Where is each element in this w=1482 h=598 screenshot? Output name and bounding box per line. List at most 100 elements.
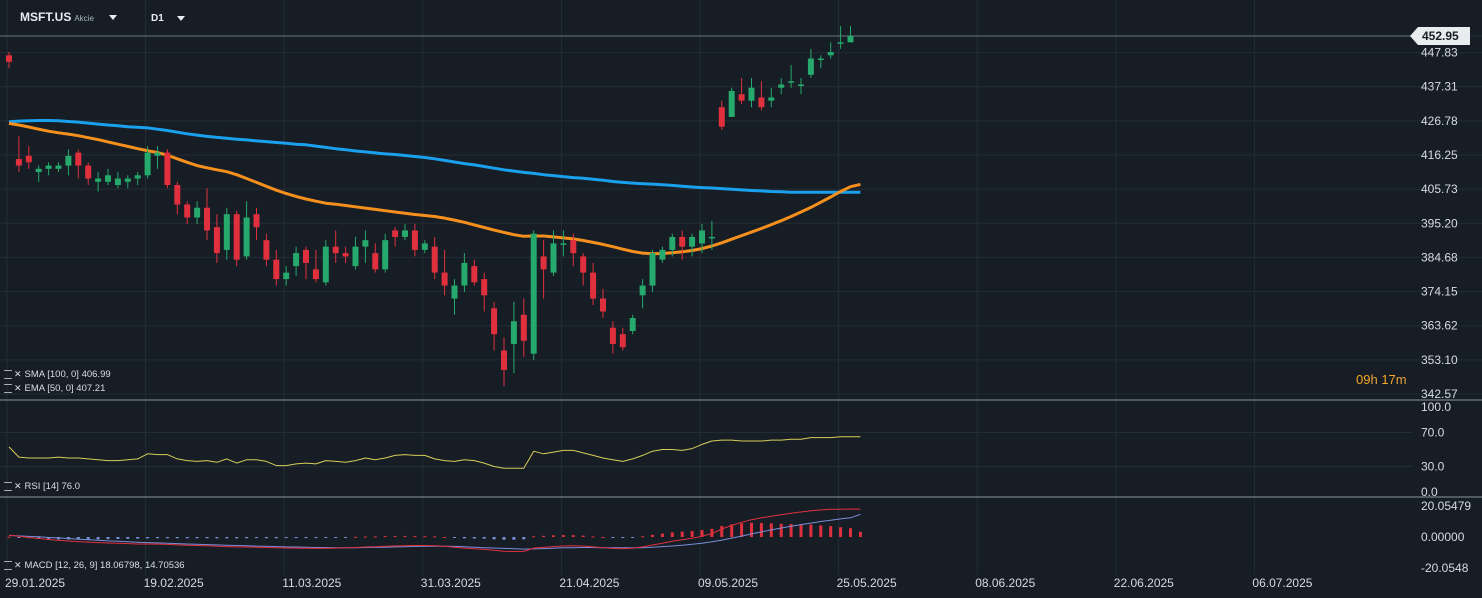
macd-histogram-bar bbox=[710, 528, 714, 537]
candle-body bbox=[609, 327, 616, 344]
sma-legend[interactable]: ✕ SMA [100, 0] 406.99 bbox=[4, 369, 111, 380]
macd-histogram-bar bbox=[423, 536, 427, 538]
macd-histogram-bar bbox=[750, 522, 753, 537]
price-tick-label: 363.62 bbox=[1421, 319, 1458, 333]
macd-histogram-bar bbox=[106, 537, 110, 540]
candle-body bbox=[273, 259, 280, 280]
candle-body bbox=[481, 279, 488, 296]
macd-histogram-bar bbox=[621, 537, 625, 538]
close-icon[interactable]: ✕ bbox=[14, 481, 22, 491]
ema-legend[interactable]: ✕ EMA [50, 0] 407.21 bbox=[4, 383, 105, 394]
candle-body bbox=[45, 165, 52, 169]
candle-body bbox=[204, 207, 210, 231]
candle-body bbox=[550, 243, 557, 273]
macd-histogram-bar bbox=[314, 537, 318, 538]
price-tick-label: 395.20 bbox=[1421, 216, 1458, 230]
candle-body bbox=[649, 253, 656, 286]
macd-histogram-bar bbox=[304, 537, 308, 539]
candle-body bbox=[540, 256, 547, 270]
price-tick-label: 374.15 bbox=[1421, 285, 1458, 299]
macd-histogram-bar bbox=[542, 535, 546, 537]
time-tick-label: 06.07.2025 bbox=[1252, 576, 1312, 590]
time-tick-label: 19.02.2025 bbox=[144, 576, 204, 590]
macd-histogram-bar bbox=[561, 535, 565, 537]
macd-histogram-bar bbox=[76, 537, 80, 540]
candle-countdown: 09h 17m bbox=[1356, 372, 1407, 387]
macd-histogram-bar bbox=[185, 537, 189, 539]
macd-histogram-bar bbox=[552, 535, 555, 537]
macd-histogram-bar bbox=[482, 537, 486, 539]
macd-histogram-bar bbox=[403, 535, 407, 537]
close-icon[interactable]: ✕ bbox=[14, 560, 22, 570]
macd-histogram-bar bbox=[502, 537, 506, 540]
macd-histogram-bar bbox=[146, 537, 150, 539]
candle-body bbox=[411, 230, 418, 250]
candle-body bbox=[402, 230, 408, 237]
time-tick-label: 08.06.2025 bbox=[975, 576, 1035, 590]
rsi-legend[interactable]: ✕ RSI [14] 76.0 bbox=[4, 481, 80, 492]
macd-histogram-bar bbox=[670, 532, 674, 537]
macd-histogram-bar bbox=[799, 524, 803, 537]
list-icon bbox=[4, 369, 12, 379]
macd-histogram-bar bbox=[809, 524, 813, 537]
candle-body bbox=[164, 152, 171, 186]
candle-body bbox=[85, 165, 92, 179]
macd-legend[interactable]: ✕ MACD [12, 26, 9] 18.06798, 14.70536 bbox=[4, 560, 185, 571]
macd-histogram-bar bbox=[334, 537, 338, 538]
macd-histogram-bar bbox=[215, 537, 219, 539]
price-tick-label: 426.78 bbox=[1421, 114, 1458, 128]
current-price-label: 452.95 bbox=[1422, 29, 1459, 43]
macd-histogram-bar bbox=[255, 537, 258, 539]
macd-histogram-bar bbox=[601, 537, 605, 538]
candle-body bbox=[65, 155, 72, 166]
macd-histogram-bar bbox=[819, 525, 823, 537]
candle-body bbox=[788, 81, 795, 83]
macd-histogram-bar bbox=[86, 537, 90, 540]
macd-histogram-bar bbox=[779, 523, 783, 537]
rsi-tick-label: 100.0 bbox=[1421, 400, 1451, 414]
macd-histogram-bar bbox=[413, 536, 417, 538]
candle-body bbox=[837, 42, 844, 44]
price-tick-label: 384.68 bbox=[1421, 250, 1458, 264]
sma-100-line bbox=[8, 119, 861, 194]
macd-histogram-bar bbox=[235, 537, 239, 539]
candle-body bbox=[699, 230, 705, 244]
macd-histogram-bar bbox=[373, 536, 377, 538]
symbol-selector[interactable]: MSFT.US Akcie bbox=[20, 10, 118, 24]
candle-body bbox=[233, 214, 240, 260]
ema-legend-text: EMA [50, 0] 407.21 bbox=[24, 383, 106, 394]
macd-histogram-bar bbox=[17, 537, 21, 538]
candle-body bbox=[461, 262, 468, 286]
timeframe-selector[interactable]: D1 bbox=[151, 13, 185, 24]
macd-legend-text: MACD [12, 26, 9] 18.06798, 14.70536 bbox=[24, 560, 185, 571]
macd-histogram-bar bbox=[354, 536, 357, 538]
candle-body bbox=[35, 168, 42, 173]
candle-body bbox=[827, 52, 834, 56]
macd-histogram-bar bbox=[829, 526, 833, 537]
price-tick-label: 405.73 bbox=[1421, 182, 1458, 196]
candle-body bbox=[580, 256, 587, 273]
macd-histogram-bar bbox=[690, 530, 694, 537]
macd-histogram-bar bbox=[700, 530, 704, 537]
time-tick-label: 31.03.2025 bbox=[421, 576, 481, 590]
candle-body bbox=[718, 107, 725, 127]
macd-histogram-bar bbox=[789, 524, 793, 537]
candle-body bbox=[114, 178, 121, 186]
macd-histogram-bar bbox=[532, 536, 536, 538]
macd-histogram-bar bbox=[581, 535, 585, 537]
macd-histogram-bar bbox=[740, 523, 744, 537]
candle-body bbox=[95, 178, 102, 182]
close-icon[interactable]: ✕ bbox=[14, 369, 22, 379]
candle-body bbox=[679, 236, 686, 247]
price-tick-label: 353.10 bbox=[1421, 353, 1458, 367]
macd-histogram-bar bbox=[136, 537, 140, 539]
close-icon[interactable]: ✕ bbox=[14, 383, 22, 393]
candle-body bbox=[352, 246, 359, 267]
countdown-minutes: 17 bbox=[1381, 372, 1396, 387]
countdown-hours: 09 bbox=[1356, 372, 1371, 387]
macd-histogram-bar bbox=[96, 537, 100, 540]
rsi-tick-label: 30.0 bbox=[1421, 460, 1445, 474]
macd-histogram-bar bbox=[363, 536, 367, 538]
macd-histogram-bar bbox=[245, 537, 249, 539]
